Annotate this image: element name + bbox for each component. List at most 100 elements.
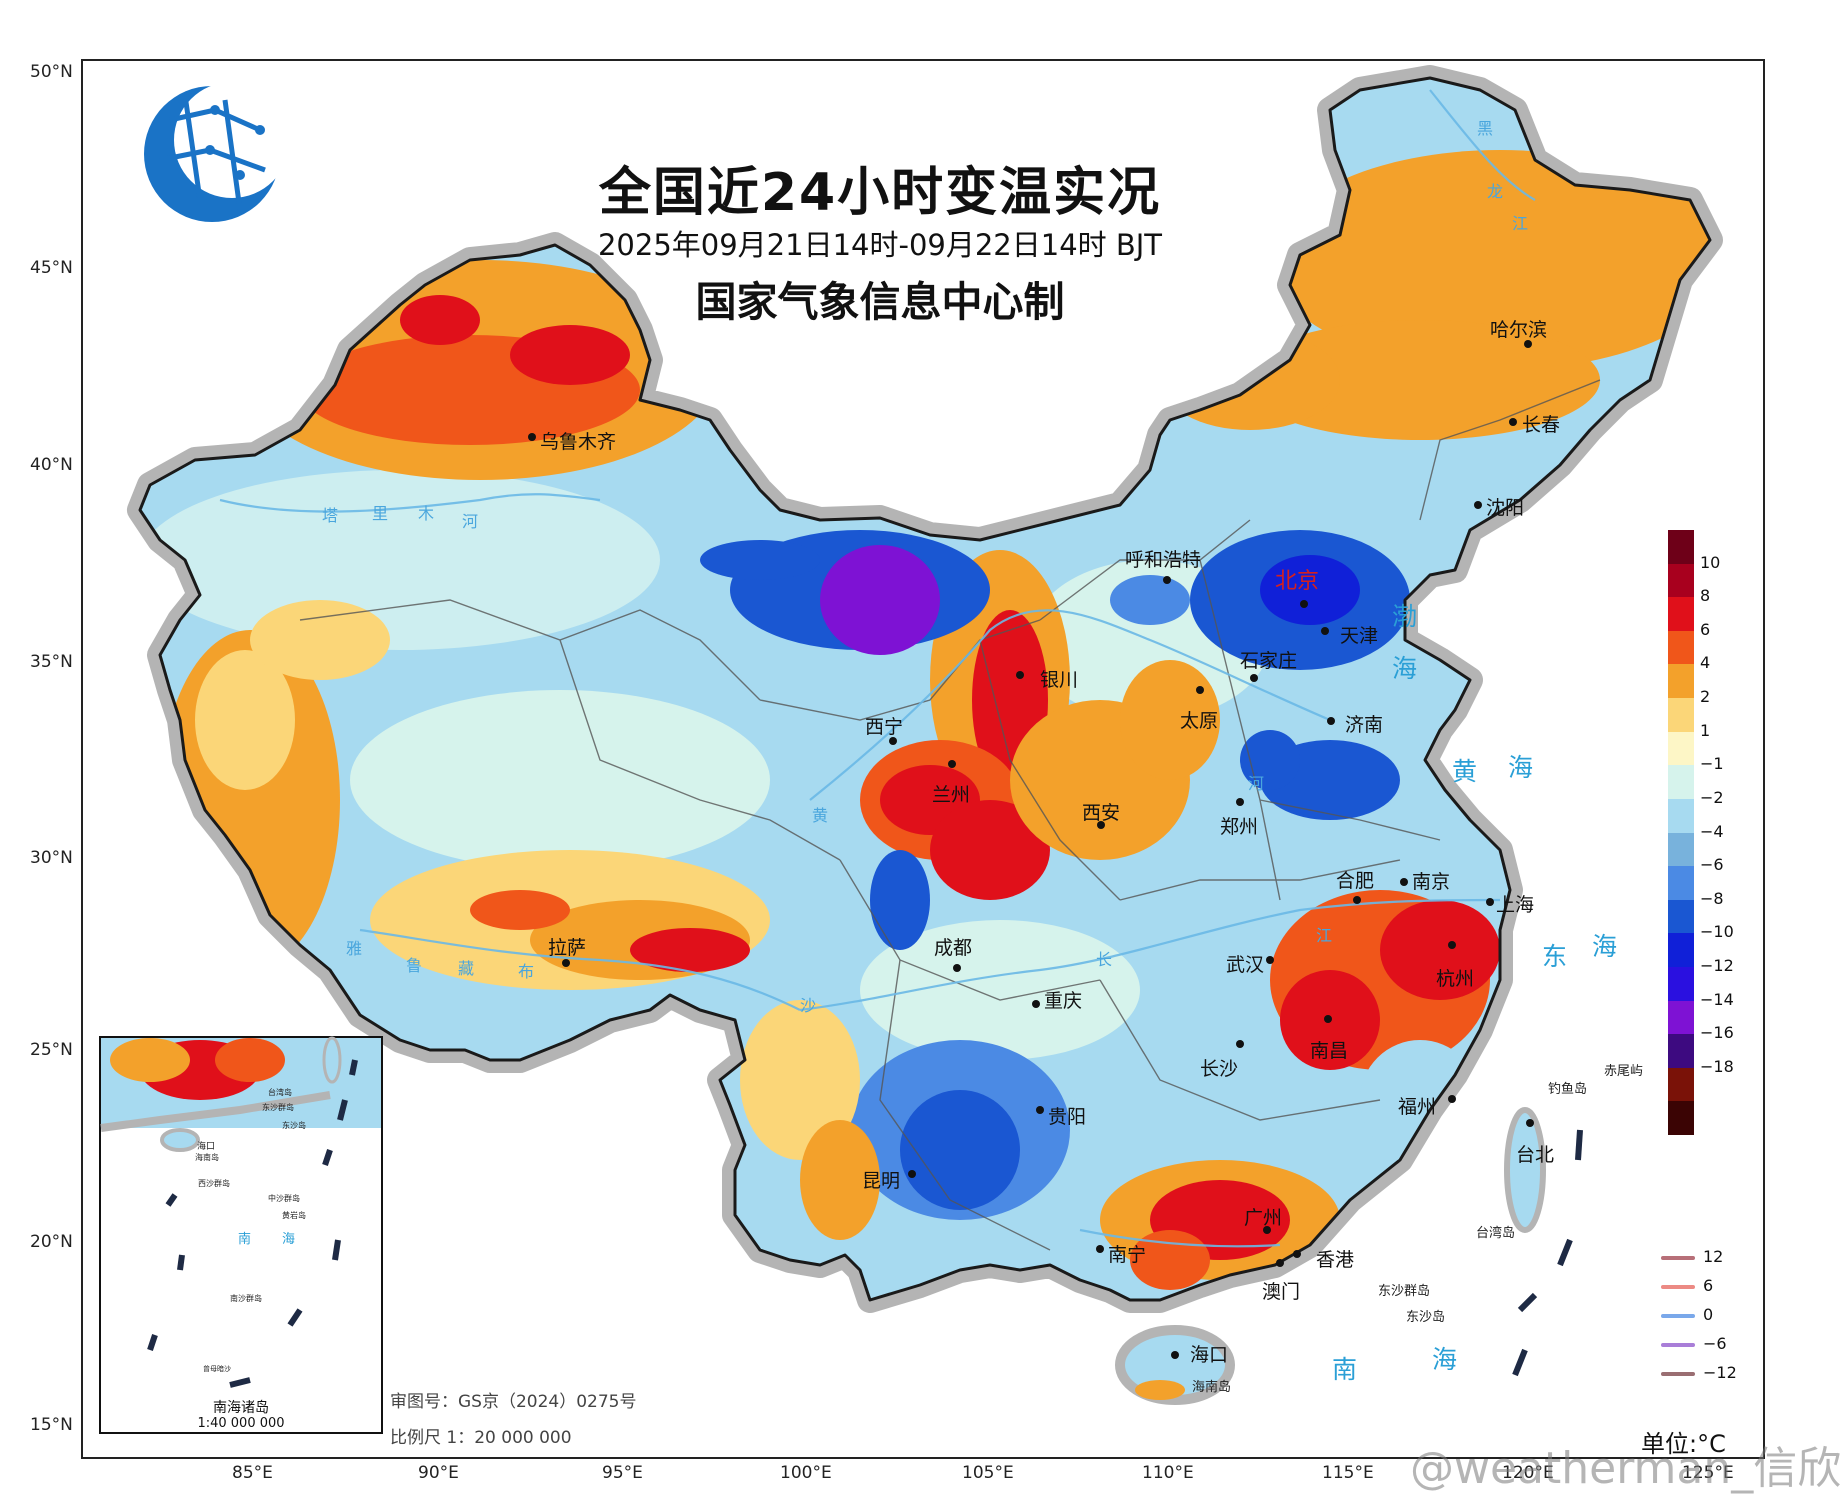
island-label: 海南岛 <box>1192 1380 1232 1395</box>
inset-label: 曾母暗沙 <box>203 1365 231 1373</box>
inset-label: 海南岛 <box>195 1153 219 1162</box>
lat-label: 30°N <box>30 848 73 868</box>
lat-label: 35°N <box>30 652 73 672</box>
city-label: 海口 <box>1190 1344 1229 1366</box>
city-label: 合肥 <box>1336 870 1375 892</box>
sea-label: 南 <box>1332 1355 1358 1384</box>
inset-label: 西沙群岛 <box>198 1179 230 1188</box>
legend-line-sample <box>1661 1314 1695 1318</box>
sea-label: 渤 <box>1392 602 1418 631</box>
river-label: 河 <box>1248 774 1265 793</box>
lon-label: 125°E <box>1682 1463 1734 1483</box>
legend-tick-label: −14 <box>1700 989 1734 1009</box>
inset-label: 海口 <box>197 1142 216 1152</box>
legend-line-sample <box>1661 1372 1695 1376</box>
hainan-warm-patch <box>1135 1380 1185 1400</box>
inset-map <box>99 1036 383 1434</box>
rivers <box>219 89 1536 1248</box>
island-label: 东沙岛 <box>1406 1310 1446 1325</box>
inset-label: 中沙群岛 <box>268 1194 300 1203</box>
legend-line-label: 12 <box>1703 1247 1724 1266</box>
lat-label: 45°N <box>30 258 73 278</box>
city-label: 南昌 <box>1310 1040 1349 1062</box>
legend-swatch <box>1668 731 1694 766</box>
sea-label: 海 <box>1592 932 1618 961</box>
legend-line-label: −6 <box>1703 1334 1727 1353</box>
city-label: 长春 <box>1522 414 1561 436</box>
river-label: 雅 <box>346 939 363 958</box>
river-label: 河 <box>462 512 479 531</box>
sea-label: 黄 <box>1452 757 1478 786</box>
sea-label: 东 <box>1542 942 1568 971</box>
legend-swatch <box>1668 1034 1694 1069</box>
legend-line-item: −6 <box>1661 1334 1761 1356</box>
legend-swatch <box>1668 664 1694 699</box>
legend-tick-label: −4 <box>1700 821 1724 841</box>
inset-label: 南 <box>238 1232 252 1247</box>
river-label: 江 <box>1512 214 1529 233</box>
city-label: 南京 <box>1412 871 1451 893</box>
nmic-logo <box>144 82 290 222</box>
city-label: 西安 <box>1082 802 1121 824</box>
legend-tick-label: 1 <box>1700 720 1711 740</box>
lat-label: 50°N <box>30 62 73 82</box>
legend-line-label: 0 <box>1703 1305 1714 1324</box>
legend-tick-label: −10 <box>1700 922 1734 942</box>
lon-label: 100°E <box>780 1463 832 1483</box>
island-label: 钓鱼岛 <box>1548 1082 1588 1097</box>
legend-swatch <box>1668 899 1694 934</box>
city-label: 福州 <box>1398 1096 1437 1118</box>
map-frame <box>81 59 1765 1459</box>
legend-line-sample <box>1661 1343 1695 1347</box>
river-label: 龙 <box>1487 182 1504 201</box>
city-label: 长沙 <box>1200 1058 1239 1080</box>
legend-line-item: 6 <box>1661 1276 1761 1298</box>
city-label: 香港 <box>1316 1249 1355 1271</box>
lat-label: 15°N <box>30 1415 73 1435</box>
inset-label: 南沙群岛 <box>230 1294 262 1303</box>
river-label: 里 <box>372 504 389 523</box>
city-label: 广州 <box>1244 1207 1283 1229</box>
city-label: 台北 <box>1516 1144 1555 1166</box>
legend-swatch <box>1668 866 1694 901</box>
legend-swatch <box>1668 563 1694 598</box>
legend-swatch <box>1668 597 1694 632</box>
lon-label: 115°E <box>1322 1463 1374 1483</box>
national-border <box>138 76 1712 1302</box>
legend-tick-label: −2 <box>1700 787 1724 807</box>
river-label: 沙 <box>800 996 817 1015</box>
city-label: 石家庄 <box>1240 650 1298 672</box>
legend-line-item: 0 <box>1661 1305 1761 1327</box>
legend-swatch <box>1668 1067 1694 1102</box>
watermark: @weatherman_信欣 <box>1410 1443 1840 1494</box>
lon-label: 110°E <box>1142 1463 1194 1483</box>
map-scale: 比例尺 1：20 000 000 <box>390 1428 572 1448</box>
city-label: 太原 <box>1180 710 1219 732</box>
city-label: 上海 <box>1496 894 1535 916</box>
sea-label: 海 <box>1432 1345 1458 1374</box>
legend-line-sample <box>1661 1256 1695 1260</box>
legend-swatch <box>1668 630 1694 665</box>
legend-tick-label: 10 <box>1700 552 1721 572</box>
inset-label: 东沙群岛 <box>262 1103 294 1112</box>
lat-label: 40°N <box>30 455 73 475</box>
legend-line-sample <box>1661 1285 1695 1289</box>
legend-tick-label: 8 <box>1700 586 1711 606</box>
lon-label: 85°E <box>232 1463 273 1483</box>
city-label: 天津 <box>1340 625 1379 647</box>
city-label: 乌鲁木齐 <box>540 431 617 453</box>
sea-label: 海 <box>1392 654 1418 683</box>
legend-tick-label: −12 <box>1700 955 1734 975</box>
river-label: 黄 <box>812 806 829 825</box>
legend-tick-label: 4 <box>1700 653 1711 673</box>
legend-tick-label: −1 <box>1700 754 1724 774</box>
city-label: 重庆 <box>1044 990 1083 1012</box>
lon-label: 120°E <box>1502 1463 1554 1483</box>
lon-label: 105°E <box>962 1463 1014 1483</box>
legend-swatch <box>1668 832 1694 867</box>
legend-colorbar <box>1668 530 1694 1136</box>
city-label-capital: 北京 <box>1275 569 1320 594</box>
chart-title: 全国近24小时变温实况 <box>598 163 1162 223</box>
